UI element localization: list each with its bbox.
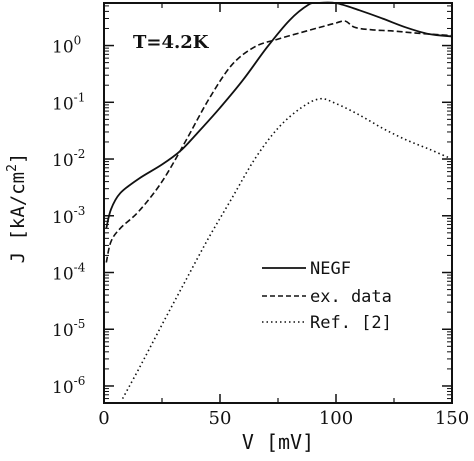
tick-layer: 0 50 100 150 100 10-1 10-2 10-3 10-4 10-5 10-6 xyxy=(52,3,469,429)
series-line-ref xyxy=(121,97,453,399)
plot-area xyxy=(103,2,453,404)
legend-label-ref: Ref. [2] xyxy=(310,313,392,333)
y-tick-label: 10-5 xyxy=(52,317,85,341)
y-axis-label: J [kA/cm2] xyxy=(5,153,29,264)
x-axis-label: V [mV] xyxy=(242,430,314,454)
x-tick-label: 50 xyxy=(209,408,232,429)
x-tick-label: 150 xyxy=(435,408,469,429)
svg-text:J [kA/cm2]: J [kA/cm2] xyxy=(5,153,29,264)
x-tick-label: 0 xyxy=(98,408,109,429)
legend-label-ex-data: ex. data xyxy=(310,287,392,307)
y-axis-label-tail: ] xyxy=(7,153,29,164)
y-tick-label: 10-4 xyxy=(52,261,86,285)
x-tick-label: 100 xyxy=(319,408,353,429)
plot-frame xyxy=(103,2,453,404)
y-tick-label: 10-3 xyxy=(52,204,85,228)
y-axis-label-base: J [kA/cm xyxy=(7,172,29,264)
y-tick-label: 10-1 xyxy=(52,90,85,114)
y-tick-label: 10-2 xyxy=(52,147,85,171)
y-axis-label-sup: 2 xyxy=(5,164,20,172)
legend-label-negf: NEGF xyxy=(310,259,351,279)
series-layer xyxy=(105,1,453,399)
series-line-negf xyxy=(105,1,453,229)
temperature-annotation: T=4.2K xyxy=(133,32,210,53)
y-tick-label: 10-6 xyxy=(52,374,85,398)
series-line-ex-data xyxy=(105,20,453,263)
legend: NEGF ex. data Ref. [2] xyxy=(262,259,392,333)
y-tick-label: 100 xyxy=(52,34,81,58)
